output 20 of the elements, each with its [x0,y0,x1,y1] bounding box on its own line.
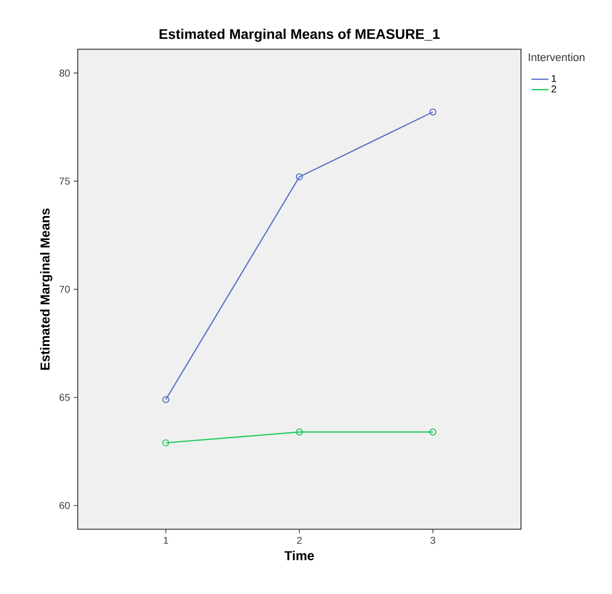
point [162,439,170,446]
x-axis-title: Time [284,550,314,560]
legend-label: 1 [552,75,556,82]
y-tick-label: 65 [60,394,70,401]
y-tick-label: 75 [60,178,70,185]
legend-title: Intervention [528,53,584,62]
x-tick-label: 2 [297,536,302,544]
y-tick-label: 70 [60,286,70,293]
x-tick-label: 1 [164,536,168,544]
x-tick-label: 3 [430,536,436,544]
y-tick-label: 80 [60,70,70,77]
chart-title: Estimated Marginal Means of MEASURE_1 [160,28,440,42]
point [429,108,436,116]
point [296,173,303,180]
y-tick-label: 60 [60,502,70,510]
legend-label: 2 [552,85,556,92]
y-axis-title: Estimated Marginal Means [40,208,52,370]
point [296,428,303,436]
point [429,428,436,436]
point [162,396,170,404]
